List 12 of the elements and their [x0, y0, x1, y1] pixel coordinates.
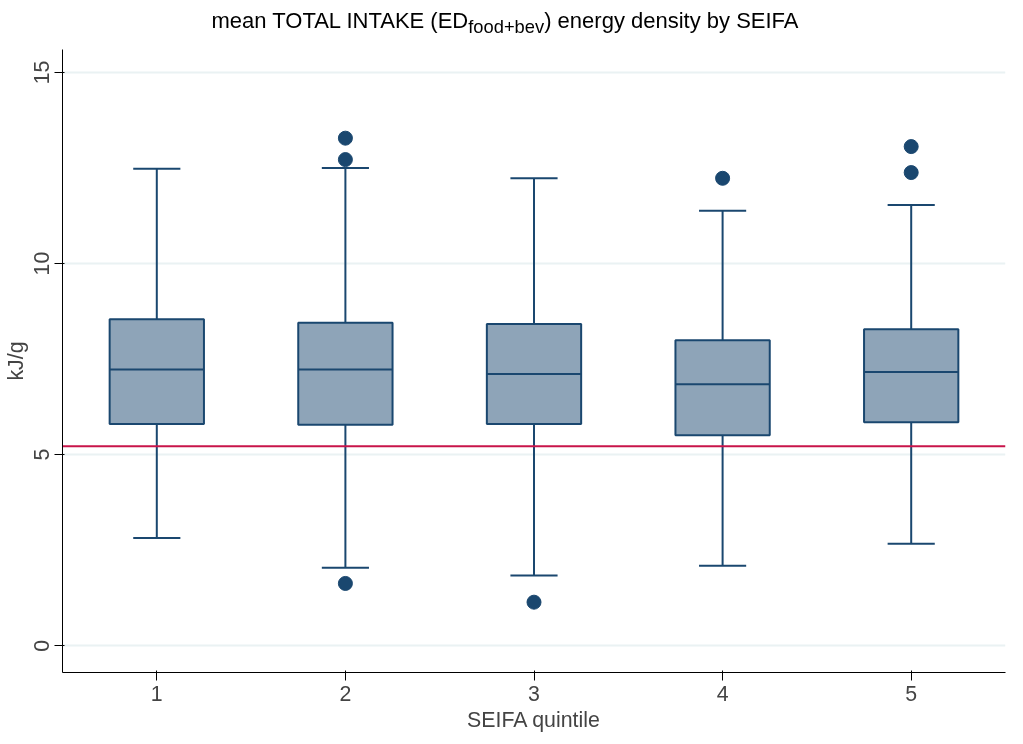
- y-tick-label: 10: [30, 251, 55, 276]
- y-tick-label: 15: [30, 60, 55, 85]
- x-tick-label: 4: [716, 681, 729, 706]
- x-tick-label: 3: [528, 681, 540, 706]
- y-tick-label: 5: [30, 448, 55, 461]
- x-tick-label: 1: [150, 681, 163, 706]
- x-tick-label: 2: [339, 681, 352, 706]
- chart-title: mean TOTAL INTAKE (ED$_{food+bev}$) energy density by SEIFA: [210, 7, 800, 40]
- y-tick-label: 0: [30, 639, 55, 652]
- x-tick-label: 5: [905, 681, 918, 706]
- x-axis-title: SEIFA quintile: [467, 707, 600, 732]
- y-axis-title: kJ/g: [3, 341, 28, 381]
